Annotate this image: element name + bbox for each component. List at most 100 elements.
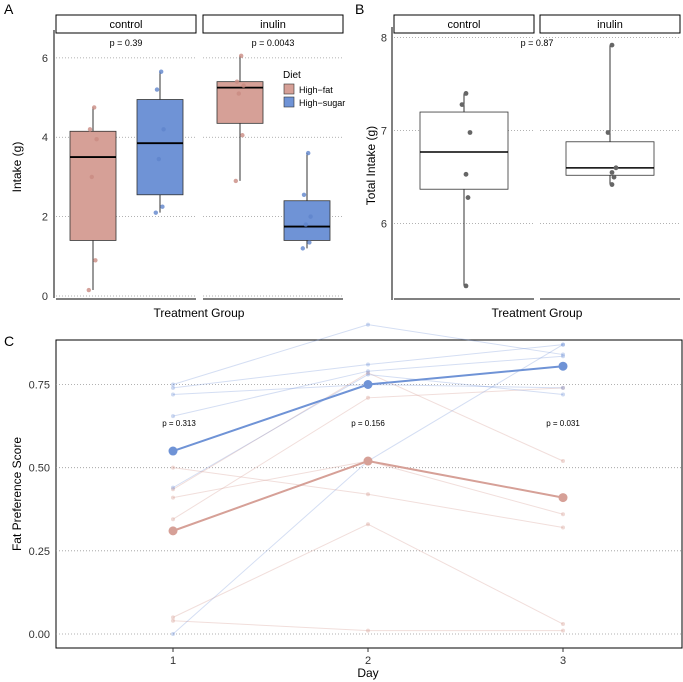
y-tick-label: 6 [381, 219, 387, 231]
individual-point-high-sugar [561, 352, 565, 357]
data-point [306, 150, 311, 156]
x-axis-title: Treatment Group [154, 306, 245, 320]
facet-strip [202, 14, 344, 34]
mean-point-high-fat [168, 526, 178, 536]
data-point [159, 69, 164, 74]
y-tick-label: 0.25 [29, 546, 50, 558]
data-point [459, 102, 465, 107]
y-axis-title: Fat Preference Score [10, 437, 24, 551]
individual-point-high-sugar [171, 414, 175, 419]
data-point [611, 174, 617, 180]
panel-b: 6 7 8 control inulin p = 0.87 Total Intake (g)… [364, 14, 681, 320]
data-point [161, 127, 166, 132]
legend-title: Diet [283, 70, 301, 81]
individual-line-high-fat [172, 467, 564, 529]
individual-line-high-sugar [172, 324, 564, 385]
data-point [609, 42, 615, 48]
individual-line-high-fat [172, 620, 563, 632]
data-point [160, 204, 165, 209]
individual-point-high-fat [171, 465, 175, 470]
panel-a: 0 2 4 6 control p = 0.39 inulin p = 0.0043 Intak… [10, 14, 345, 320]
y-tick-label: 0 [42, 291, 48, 303]
individual-point-high-fat [171, 487, 175, 492]
p-value-label: p = 0.031 [546, 419, 580, 428]
individual-line-high-sugar [172, 355, 564, 417]
individual-point-high-fat [561, 512, 565, 517]
individual-point-high-sugar [171, 392, 175, 397]
data-point [241, 83, 246, 88]
individual-point-high-sugar [171, 632, 175, 636]
facet-label: control [447, 19, 480, 31]
individual-point-high-fat [171, 495, 175, 500]
individual-line-high-sugar [172, 344, 564, 389]
data-point [153, 210, 158, 215]
individual-point-high-sugar [366, 362, 370, 367]
box [69, 130, 117, 241]
data-point [465, 195, 471, 200]
data-point [609, 170, 615, 175]
legend-swatch-high-sugar [283, 96, 295, 108]
individual-point-high-sugar [366, 322, 370, 327]
individual-point-high-fat [171, 618, 175, 623]
individual-point-high-sugar [561, 342, 565, 347]
data-point [463, 91, 469, 96]
box [419, 111, 509, 190]
box [216, 81, 264, 124]
data-point [463, 283, 469, 289]
y-tick-label: 6 [42, 53, 48, 65]
y-tick-label: 8 [381, 33, 387, 45]
data-point [463, 171, 469, 177]
data-point [301, 192, 307, 197]
x-axis-title: Day [357, 666, 378, 680]
facet-strip [393, 14, 535, 34]
data-point [308, 214, 313, 219]
legend-label-high-sugar: High−sugar [299, 98, 345, 108]
data-point [240, 133, 245, 138]
individual-line-high-fat [172, 523, 564, 625]
facet-strip [539, 14, 681, 34]
mean-point-high-sugar [363, 380, 373, 389]
individual-line-high-fat [172, 387, 564, 520]
individual-point-high-fat [366, 522, 370, 527]
p-value-label: p = 0.87 [521, 38, 554, 48]
individual-point-high-fat [561, 628, 565, 633]
p-value-label: p = 0.313 [162, 419, 196, 428]
y-tick-label: 0.75 [29, 380, 50, 392]
individual-point-high-fat [366, 370, 370, 375]
facet-label: control [109, 19, 142, 31]
data-point [87, 127, 93, 132]
legend-label-high-fat: High−fat [299, 85, 333, 95]
data-point [89, 174, 95, 180]
data-point [154, 87, 160, 92]
individual-point-high-fat [561, 525, 565, 530]
p-value-label: p = 0.156 [351, 419, 385, 428]
individual-point-high-fat [366, 628, 370, 633]
individual-point-high-sugar [561, 392, 565, 397]
individual-line-high-fat [172, 372, 564, 490]
mean-point-high-sugar [168, 446, 178, 456]
facet-label: inulin [260, 19, 286, 31]
individual-point-high-fat [366, 395, 370, 400]
y-tick-label: 0.00 [29, 629, 50, 641]
y-tick-label: 7 [381, 126, 387, 138]
data-point [239, 53, 244, 59]
x-tick-label: 3 [560, 655, 566, 667]
panel-label-a: A [4, 1, 14, 17]
individual-point-high-sugar [366, 369, 370, 374]
x-tick-label: 1 [170, 655, 176, 667]
individual-point-high-sugar [171, 385, 175, 390]
data-point [613, 165, 619, 171]
x-tick-label: 2 [365, 655, 371, 667]
data-point [92, 105, 97, 110]
y-tick-label: 4 [42, 132, 48, 144]
individual-point-high-sugar [171, 382, 175, 387]
panel-label-b: B [355, 1, 364, 17]
data-point [156, 156, 161, 162]
data-point [303, 222, 308, 227]
panel-c: 0.00 0.25 0.50 0.75 1 2 3 p = 0.313 p = 0.156 p =… [10, 322, 683, 680]
individual-point-high-sugar [561, 385, 565, 390]
individual-point-high-sugar [171, 485, 175, 490]
data-point [609, 182, 615, 187]
data-point [94, 137, 99, 142]
